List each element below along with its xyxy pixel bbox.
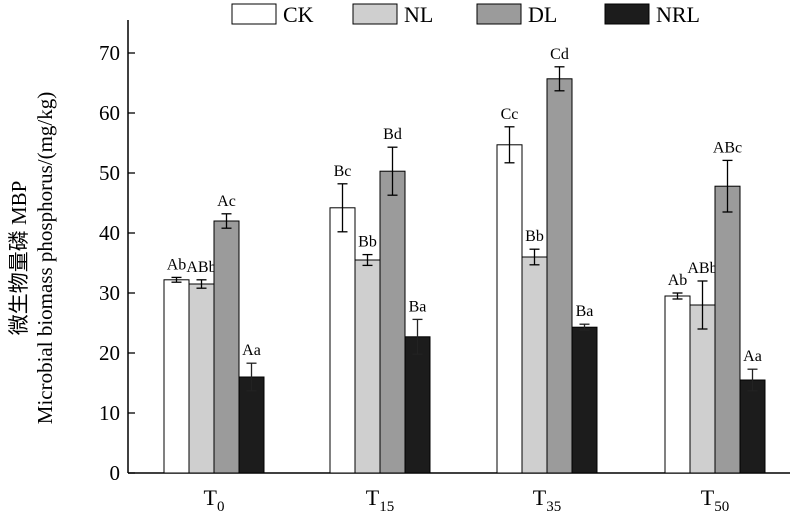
x-tick-label: T0 bbox=[204, 485, 225, 515]
significance-label: Aa bbox=[743, 348, 762, 365]
legend-label-nl: NL bbox=[404, 2, 433, 27]
y-tick-label: 10 bbox=[99, 401, 120, 425]
bar-nl bbox=[521, 256, 548, 474]
significance-label: Ac bbox=[217, 193, 236, 210]
y-tick-label: 20 bbox=[99, 341, 120, 365]
bar-nrl bbox=[571, 326, 598, 474]
significance-label: Bc bbox=[334, 163, 352, 180]
significance-label: Bb bbox=[358, 234, 377, 251]
y-axis-label-english: Microbial biomass phosphorus/(mg/kg) bbox=[33, 92, 57, 424]
bar-dl bbox=[379, 170, 406, 474]
legend-label-ck: CK bbox=[283, 2, 314, 27]
significance-label: Ba bbox=[576, 303, 594, 320]
bar-dl bbox=[546, 78, 573, 474]
x-tick-label: T50 bbox=[701, 485, 729, 515]
significance-label: Bb bbox=[525, 228, 544, 245]
y-tick-label: 0 bbox=[110, 461, 121, 485]
legend: CK NL DL NRL bbox=[231, 2, 700, 27]
legend-label-dl: DL bbox=[528, 2, 557, 27]
significance-label: Ab bbox=[668, 272, 688, 289]
x-tick-label: T35 bbox=[533, 485, 561, 515]
significance-label: Aa bbox=[242, 342, 261, 359]
y-tick-label: 30 bbox=[99, 281, 120, 305]
bar-nl bbox=[188, 283, 215, 474]
bar-ck bbox=[664, 295, 691, 474]
legend-swatch-ck bbox=[231, 3, 277, 25]
significance-label: Bd bbox=[383, 126, 402, 143]
bar-dl bbox=[213, 220, 240, 474]
x-tick-label: T15 bbox=[366, 485, 394, 515]
bar-ck bbox=[329, 207, 356, 474]
y-axis-label-group: 微生物量磷 MBP Microbial biomass phosphorus/(… bbox=[7, 92, 57, 424]
bar-ck bbox=[163, 279, 190, 474]
x-tick-labels: T0 T15 T35 T50 bbox=[204, 485, 730, 515]
bar-nrl bbox=[404, 336, 431, 474]
y-tick-label: 40 bbox=[99, 221, 120, 245]
y-axis-label-chinese: 微生物量磷 MBP bbox=[7, 181, 31, 336]
significance-label: ABc bbox=[713, 139, 742, 156]
significance-label: Ba bbox=[409, 298, 427, 315]
significance-label: Ab bbox=[167, 256, 187, 273]
significance-label: ABb bbox=[687, 260, 717, 277]
significance-label: Cd bbox=[550, 46, 569, 63]
significance-label: ABb bbox=[186, 259, 216, 276]
y-tick-label: 60 bbox=[99, 101, 120, 125]
legend-swatch-nl bbox=[352, 3, 398, 25]
bar-ck bbox=[496, 144, 523, 474]
bar-nrl bbox=[739, 379, 766, 474]
y-tick-label: 50 bbox=[99, 161, 120, 185]
bar-nl bbox=[354, 259, 381, 474]
significance-label: Cc bbox=[501, 106, 519, 123]
legend-swatch-nrl bbox=[604, 3, 650, 25]
bar-nrl bbox=[238, 376, 265, 474]
bar-dl bbox=[714, 185, 741, 474]
y-tick-label: 70 bbox=[99, 41, 120, 65]
bar-nl bbox=[689, 304, 716, 474]
legend-swatch-dl bbox=[476, 3, 522, 25]
legend-label-nrl: NRL bbox=[656, 2, 700, 27]
